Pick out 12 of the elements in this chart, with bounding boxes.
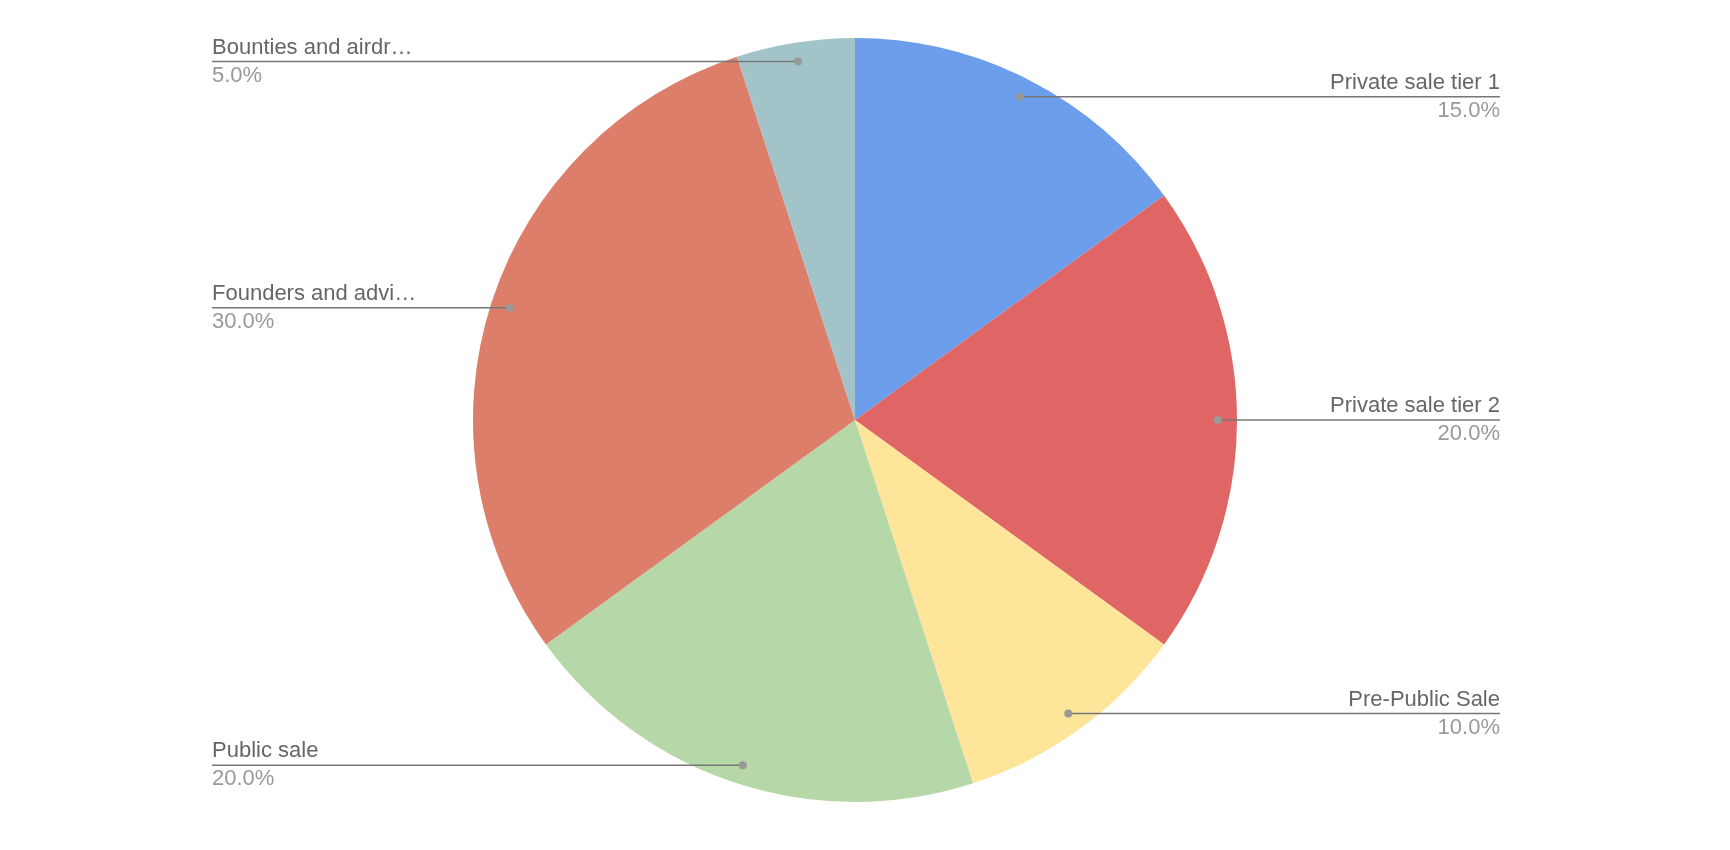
slice-label: Public sale	[212, 737, 319, 763]
slice-label: Private sale tier 2	[1330, 392, 1500, 418]
data-label: 15.0%	[1437, 96, 1500, 122]
data-label: 5.0%	[212, 61, 263, 87]
data-label: 10.0%	[1437, 713, 1500, 739]
data-label: 20.0%	[212, 765, 275, 791]
slice-label: Pre-Public Sale	[1348, 685, 1500, 711]
slice-label: Founders and advi…	[212, 279, 417, 305]
data-label: 30.0%	[212, 307, 275, 333]
slice-label: Private sale tier 1	[1330, 68, 1500, 94]
data-label: 20.0%	[1437, 420, 1500, 446]
slice-label: Bounties and airdr…	[212, 33, 413, 59]
